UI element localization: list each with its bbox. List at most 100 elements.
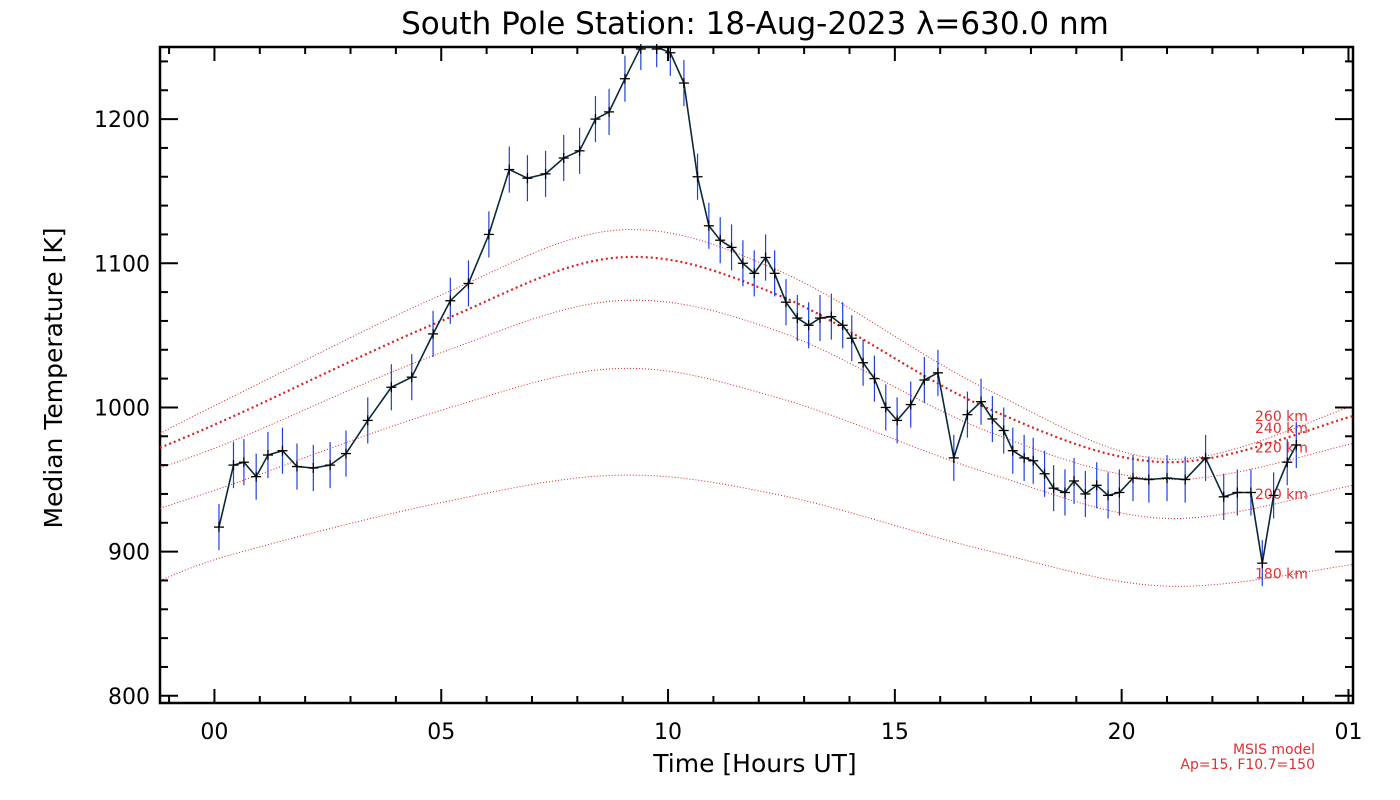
x-tick-label: 10 [654, 720, 682, 745]
data-point [665, 47, 676, 58]
data-point [826, 311, 837, 322]
data-point [340, 448, 351, 459]
model-curves [159, 229, 1354, 587]
data-point [604, 106, 615, 117]
data-point [1080, 488, 1091, 499]
data-point [803, 320, 814, 331]
data-point [726, 242, 737, 253]
data-point [445, 295, 456, 306]
model-curve-200-km [159, 367, 1354, 520]
data-point [948, 452, 959, 463]
data-point [1114, 487, 1125, 498]
plot-frame [158, 45, 1355, 705]
data-point [251, 471, 262, 482]
data-point [386, 382, 397, 393]
data-point [540, 168, 551, 179]
y-tick-label: 900 [108, 541, 150, 566]
y-axis-label: Median Temperature [K] [39, 227, 68, 528]
data-point [932, 367, 943, 378]
data-point [574, 145, 585, 156]
data-point [483, 229, 494, 240]
data-point [428, 328, 439, 339]
model-curve-240-km [159, 255, 1354, 464]
data-point [678, 78, 689, 89]
data-point [1019, 452, 1030, 463]
model-label: 260 km [1255, 409, 1308, 425]
data-point [228, 460, 239, 471]
data-point [880, 402, 891, 413]
data-point [998, 425, 1009, 436]
data-point [1268, 490, 1279, 501]
data-point [504, 164, 515, 175]
data-point [1069, 475, 1080, 486]
x-tick-label: 01 [1334, 720, 1362, 745]
data-point [1162, 473, 1173, 484]
data-point [619, 73, 630, 84]
data-point [291, 461, 302, 472]
data-point [1007, 445, 1018, 456]
data-point [1091, 480, 1102, 491]
data-point [1245, 487, 1256, 498]
data-point [558, 153, 569, 164]
measurement-series [213, 44, 1302, 569]
x-axis: 00 05 10 15 20 01 [168, 47, 1362, 745]
data-point [1048, 483, 1059, 494]
x-tick-label: 20 [1108, 720, 1136, 745]
model-params-note: Ap=15, F10.7=150 [1180, 757, 1315, 773]
data-point [703, 220, 714, 231]
error-bars [218, 48, 1297, 587]
data-point [1039, 468, 1050, 479]
y-tick-label: 800 [108, 685, 150, 710]
data-point [760, 252, 771, 263]
data-point [1028, 455, 1039, 466]
data-point [837, 320, 848, 331]
data-point [362, 415, 373, 426]
data-point [869, 373, 880, 384]
y-tick-label: 1100 [94, 252, 150, 277]
model-label: 180 km [1255, 566, 1308, 582]
data-point [919, 375, 930, 386]
data-point [1127, 473, 1138, 484]
chart-title: South Pole Station: 18-Aug-2023 λ=630.0 … [401, 6, 1109, 42]
model-curve-260-km [159, 229, 1354, 460]
data-point [1059, 487, 1070, 498]
x-tick-label: 05 [427, 720, 455, 745]
data-point [1180, 474, 1191, 485]
model-label: 220 km [1255, 441, 1308, 457]
data-point [522, 173, 533, 184]
data-point [308, 462, 319, 473]
y-axis: 800 900 1000 1100 1200 [94, 60, 1353, 710]
data-point [769, 268, 780, 279]
model-curve-220-km [159, 299, 1354, 481]
y-tick-label: 1000 [94, 396, 150, 421]
data-point [749, 268, 760, 279]
data-point [815, 313, 826, 324]
data-point [1200, 452, 1211, 463]
data-point [737, 258, 748, 269]
data-point [1103, 490, 1114, 501]
data-point [1143, 474, 1154, 485]
data-point [1291, 439, 1302, 450]
data-point [262, 450, 273, 461]
data-point [325, 460, 336, 471]
model-label: 200 km [1255, 487, 1308, 503]
data-point [406, 372, 417, 383]
data-point [635, 44, 646, 54]
data-point [987, 413, 998, 424]
x-tick-label: 15 [881, 720, 909, 745]
data-point [1257, 558, 1268, 569]
data-point [858, 357, 869, 368]
x-axis-label: Time [Hours UT] [652, 749, 856, 778]
data-point [962, 409, 973, 420]
measurement-line [218, 46, 1298, 564]
model-label: 240 km [1255, 421, 1308, 437]
data-point [651, 44, 662, 54]
data-point [1282, 457, 1293, 468]
data-point [463, 278, 474, 289]
data-point [792, 313, 803, 324]
data-point [715, 235, 726, 246]
data-point [976, 396, 987, 407]
data-point [892, 415, 903, 426]
model-curve-180-km [159, 474, 1354, 587]
